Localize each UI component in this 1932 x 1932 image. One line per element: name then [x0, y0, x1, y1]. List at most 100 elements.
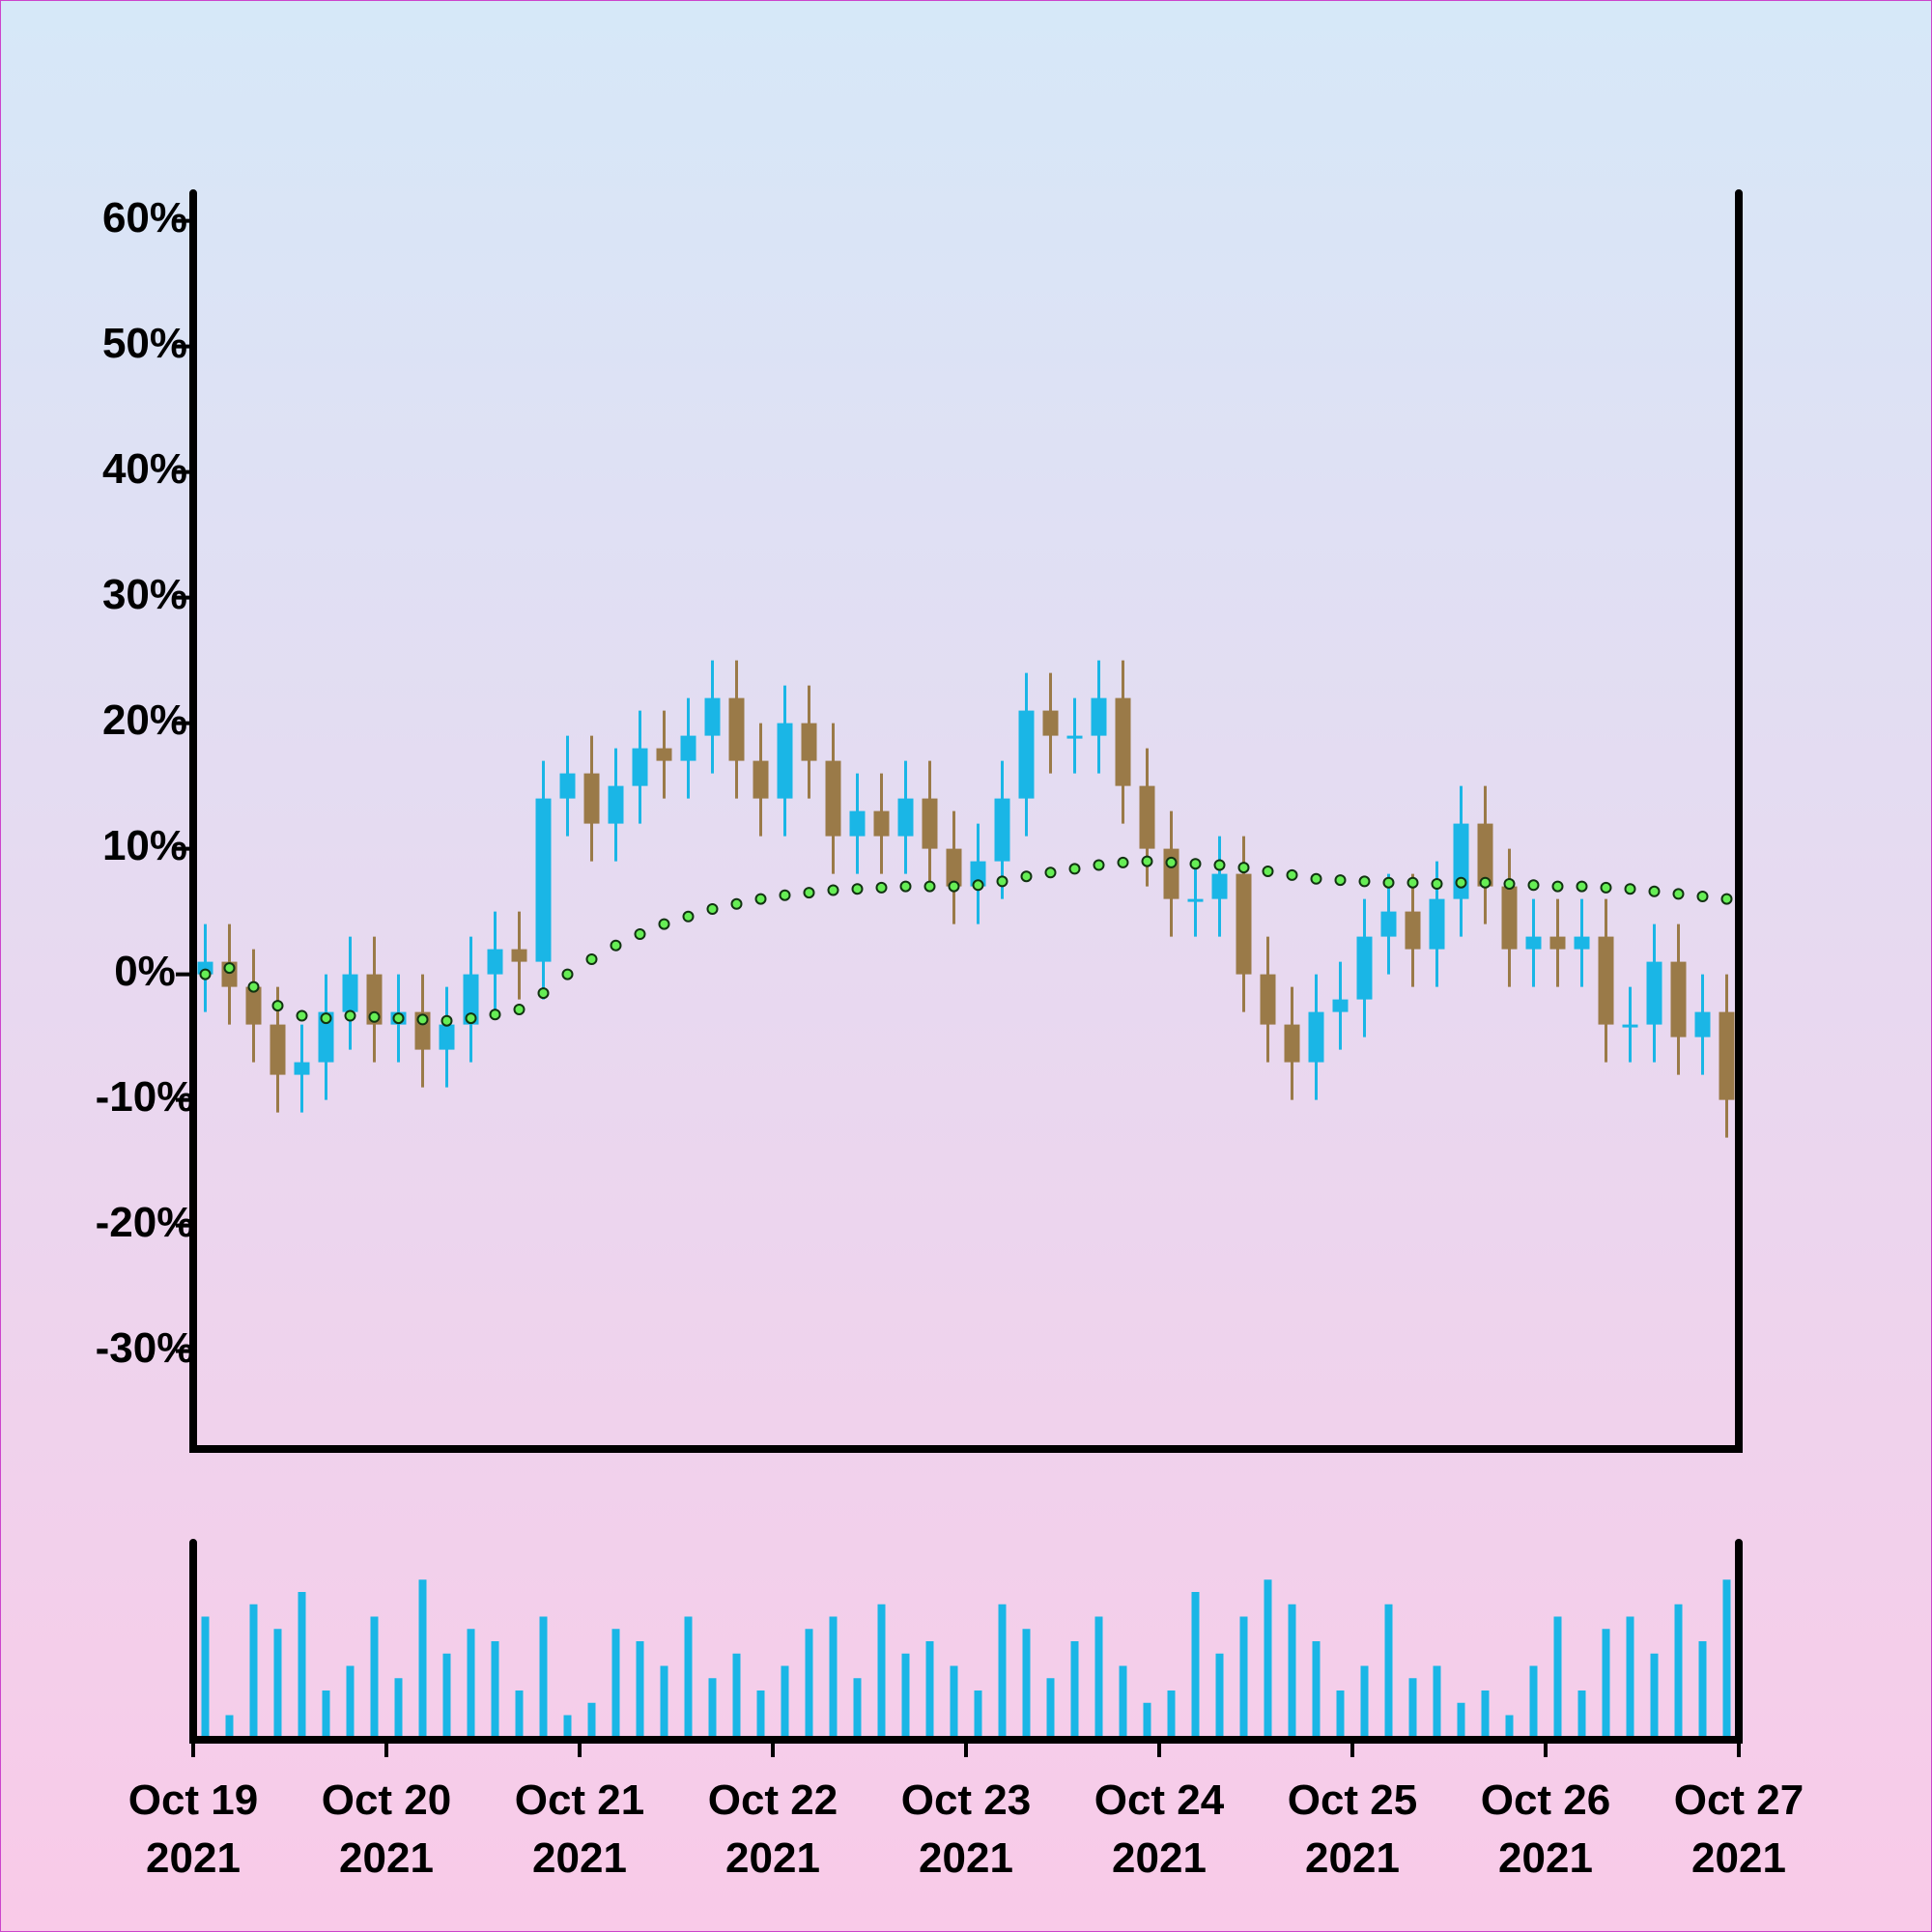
candle-body	[1646, 961, 1662, 1025]
moving-average-point	[706, 903, 719, 915]
volume-bar	[563, 1715, 572, 1740]
candle-body	[1211, 873, 1228, 899]
volume-bar	[1215, 1653, 1224, 1740]
moving-average-point	[296, 1009, 308, 1022]
moving-average-point	[199, 968, 212, 980]
moving-average-point	[923, 880, 936, 893]
candle-body	[994, 798, 1010, 862]
volume-bar	[660, 1665, 668, 1740]
volume-bar	[636, 1641, 644, 1740]
volume-bar	[901, 1653, 910, 1740]
price-axes	[189, 189, 1743, 1453]
candle-body	[1332, 999, 1349, 1012]
volume-bar	[829, 1616, 838, 1740]
volume-bar	[442, 1653, 451, 1740]
moving-average-point	[972, 879, 984, 892]
y-tick-label: 50%	[102, 320, 187, 367]
volume-bar	[467, 1629, 475, 1740]
volume-bar	[1360, 1665, 1369, 1740]
moving-average-point	[1286, 868, 1298, 881]
moving-average-point	[875, 881, 888, 894]
x-tick-label: Oct 21 2021	[515, 1776, 645, 1882]
y-tick-label: -30%	[96, 1324, 195, 1372]
moving-average-point	[1382, 876, 1395, 889]
y-tick-label: 10%	[102, 822, 187, 869]
moving-average-point	[1093, 859, 1105, 871]
candle-body	[777, 723, 793, 799]
moving-average-point	[1358, 875, 1371, 888]
candle-body	[1236, 873, 1252, 975]
candle-body	[1405, 911, 1421, 950]
moving-average-point	[1455, 876, 1467, 889]
candle-body	[294, 1062, 310, 1075]
moving-average-point	[899, 880, 912, 893]
candle-body	[1477, 823, 1493, 887]
volume-bar	[249, 1604, 258, 1740]
candle-body	[1429, 898, 1445, 950]
candle-body	[1670, 961, 1687, 1037]
volume-bar	[1433, 1665, 1441, 1740]
volume-bar	[418, 1579, 427, 1740]
candle-body	[656, 748, 672, 761]
moving-average-point	[1600, 881, 1612, 894]
moving-average-point	[320, 1012, 332, 1025]
candle-body	[1284, 1024, 1300, 1063]
volume-bar	[587, 1702, 596, 1740]
moving-average-point	[416, 1013, 429, 1026]
volume-bar	[684, 1616, 693, 1740]
volume-bar	[1529, 1665, 1538, 1740]
candle-body	[801, 723, 817, 761]
moving-average-point	[513, 1004, 526, 1015]
moving-average-point	[1406, 876, 1419, 889]
moving-average-point	[1720, 893, 1733, 905]
x-tick-label: Oct 27 2021	[1674, 1776, 1804, 1882]
x-tick-label: Oct 20 2021	[322, 1776, 452, 1882]
candle-body	[366, 974, 383, 1025]
x-tick-label: Oct 23 2021	[901, 1776, 1032, 1882]
volume-bar	[1384, 1604, 1393, 1740]
candle-body	[728, 697, 745, 761]
x-tick-label: Oct 19 2021	[128, 1776, 259, 1882]
candle-body	[680, 735, 696, 761]
moving-average-point	[1020, 870, 1033, 883]
candle-body	[1091, 697, 1107, 736]
moving-average-point	[1479, 876, 1492, 889]
moving-average-point	[1141, 855, 1153, 867]
candle-body	[1356, 936, 1373, 1000]
moving-average-point	[1117, 856, 1129, 868]
candle-body	[608, 785, 624, 824]
volume-bar	[925, 1641, 934, 1740]
volume-bar	[1457, 1702, 1465, 1740]
volume-bar	[1264, 1579, 1272, 1740]
moving-average-point	[1334, 874, 1347, 887]
moving-average-point	[247, 980, 260, 993]
moving-average-point	[1551, 880, 1564, 893]
volume-bar	[1650, 1653, 1659, 1740]
candle-body	[946, 848, 962, 887]
volume-bar	[1191, 1592, 1200, 1740]
moving-average-point	[1503, 878, 1516, 890]
volume-bar	[1481, 1690, 1490, 1740]
moving-average-point	[368, 1010, 381, 1023]
candle-body	[439, 1024, 455, 1050]
candle-body	[922, 798, 938, 849]
candle-body	[1163, 848, 1179, 899]
moving-average-point	[1068, 863, 1081, 875]
candle-body	[1066, 735, 1083, 739]
moving-average-point	[1044, 867, 1057, 879]
volume-bar	[756, 1690, 765, 1740]
y-tick-label: 20%	[102, 696, 187, 744]
volume-bar	[1698, 1641, 1707, 1740]
candle-body	[487, 949, 503, 975]
volume-bar	[491, 1641, 499, 1740]
volume-bar	[1553, 1616, 1562, 1740]
moving-average-point	[827, 884, 839, 896]
moving-average-point	[1237, 862, 1250, 874]
candle-body	[1525, 936, 1542, 950]
moving-average-point	[851, 883, 864, 895]
volume-bar	[1505, 1715, 1514, 1740]
moving-average-point	[730, 897, 743, 910]
volume-bar	[322, 1690, 330, 1740]
volume-bar	[201, 1616, 210, 1740]
moving-average-point	[489, 1009, 501, 1021]
